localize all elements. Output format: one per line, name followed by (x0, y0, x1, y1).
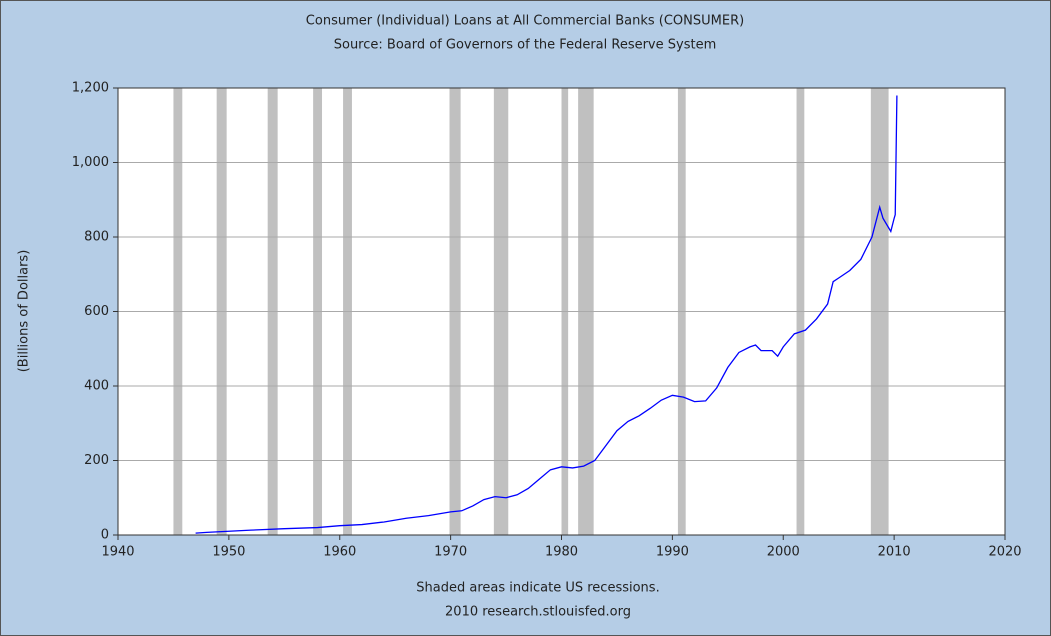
x-tick-label: 1980 (545, 545, 578, 560)
plot-frame (117, 87, 1006, 536)
y-tick-label: 0 (101, 528, 109, 543)
y-tick-label: 800 (84, 230, 109, 245)
chart-subtitle: Source: Board of Governors of the Federa… (334, 38, 717, 53)
x-tick-label: 2020 (988, 545, 1021, 560)
x-tick-label: 2000 (767, 545, 800, 560)
x-tick-label: 1970 (434, 545, 467, 560)
series-line (195, 95, 898, 534)
x-tick-label: 2010 (878, 545, 911, 560)
y-tick-label: 1,000 (72, 155, 109, 170)
footnote: Shaded areas indicate US recessions. (416, 581, 659, 596)
y-axis-label: (Billions of Dollars) (17, 250, 32, 373)
y-tick-label: 200 (84, 453, 109, 468)
x-tick-label: 1960 (323, 545, 356, 560)
y-tick-label: 1,200 (72, 81, 109, 96)
x-tick-label: 1950 (212, 545, 245, 560)
chart-title: Consumer (Individual) Loans at All Comme… (306, 14, 744, 29)
credit: 2010 research.stlouisfed.org (445, 605, 631, 620)
x-tick-label: 1990 (656, 545, 689, 560)
y-tick-label: 400 (84, 379, 109, 394)
y-tick-label: 600 (84, 304, 109, 319)
x-tick-label: 1940 (101, 545, 134, 560)
